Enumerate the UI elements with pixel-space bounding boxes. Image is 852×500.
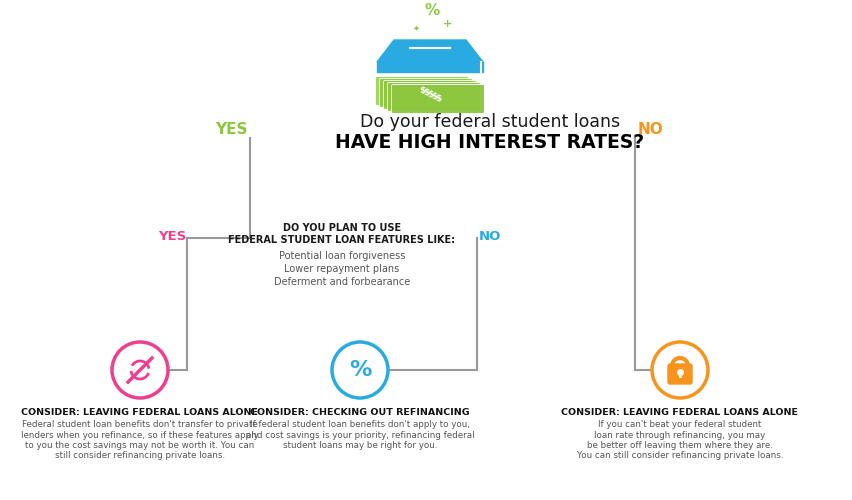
Text: Federal student loan benefits don't transfer to private: Federal student loan benefits don't tran… [22, 420, 257, 429]
Text: loan rate through refinancing, you may: loan rate through refinancing, you may [594, 430, 765, 440]
Text: CONSIDER: CHECKING OUT REFINANCING: CONSIDER: CHECKING OUT REFINANCING [250, 408, 469, 417]
Text: lenders when you refinance, so if these features apply: lenders when you refinance, so if these … [21, 430, 258, 440]
Text: CONSIDER: LEAVING FEDERAL LOANS ALONE: CONSIDER: LEAVING FEDERAL LOANS ALONE [561, 408, 797, 417]
Text: YES: YES [216, 122, 248, 138]
Text: $: $ [423, 88, 429, 98]
FancyBboxPatch shape [383, 80, 476, 110]
Text: $: $ [435, 94, 440, 104]
Text: student loans may be right for you.: student loans may be right for you. [283, 441, 437, 450]
Text: NO: NO [479, 230, 501, 243]
Text: Potential loan forgiveness: Potential loan forgiveness [279, 251, 405, 261]
Text: $: $ [418, 86, 424, 96]
Text: Lower repayment plans: Lower repayment plans [284, 264, 399, 274]
Text: $: $ [426, 90, 433, 100]
Text: %: % [348, 360, 371, 380]
FancyBboxPatch shape [377, 62, 482, 72]
Text: ✦: ✦ [412, 24, 419, 32]
Text: %: % [424, 3, 439, 18]
Text: FEDERAL STUDENT LOAN FEATURES LIKE:: FEDERAL STUDENT LOAN FEATURES LIKE: [228, 235, 455, 245]
Circle shape [112, 342, 168, 398]
Circle shape [651, 342, 707, 398]
Text: You can still consider refinancing private loans.: You can still consider refinancing priva… [576, 452, 782, 460]
Text: If you can't beat your federal student: If you can't beat your federal student [597, 420, 761, 429]
Text: If federal student loan benefits don't apply to you,: If federal student loan benefits don't a… [250, 420, 469, 429]
Text: NO: NO [637, 122, 663, 138]
Circle shape [331, 342, 388, 398]
Text: YES: YES [158, 230, 186, 243]
Text: Deferment and forbearance: Deferment and forbearance [273, 277, 410, 287]
FancyBboxPatch shape [379, 78, 472, 108]
Text: Do your federal student loans: Do your federal student loans [360, 113, 619, 131]
Text: be better off leaving them where they are.: be better off leaving them where they ar… [586, 441, 772, 450]
Text: HAVE HIGH INTEREST RATES?: HAVE HIGH INTEREST RATES? [335, 132, 644, 152]
Text: CONSIDER: LEAVING FEDERAL LOANS ALONE: CONSIDER: LEAVING FEDERAL LOANS ALONE [21, 408, 258, 417]
Text: still consider refinancing private loans.: still consider refinancing private loans… [55, 452, 225, 460]
Text: $: $ [430, 92, 436, 102]
Polygon shape [377, 40, 482, 62]
Text: +: + [443, 19, 452, 29]
FancyBboxPatch shape [387, 82, 480, 112]
FancyBboxPatch shape [391, 84, 484, 114]
Text: and cost savings is your priority, refinancing federal: and cost savings is your priority, refin… [245, 430, 474, 440]
FancyBboxPatch shape [375, 76, 468, 106]
Text: DO YOU PLAN TO USE: DO YOU PLAN TO USE [283, 223, 400, 233]
Text: to you the cost savings may not be worth it. You can: to you the cost savings may not be worth… [26, 441, 255, 450]
FancyBboxPatch shape [667, 364, 691, 384]
